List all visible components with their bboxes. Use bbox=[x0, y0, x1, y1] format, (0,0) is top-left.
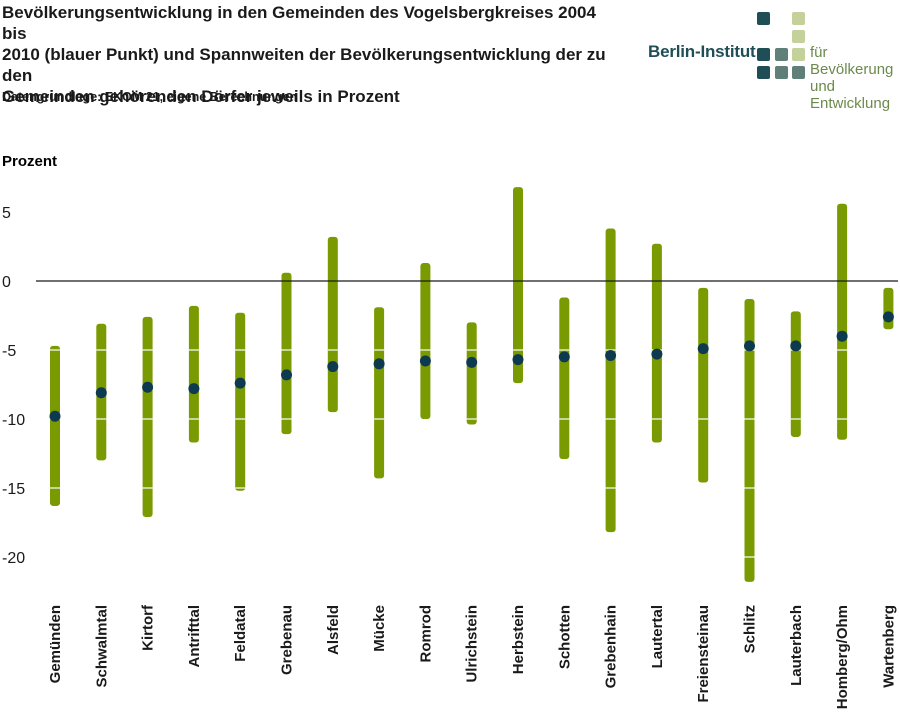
range-bar bbox=[605, 228, 616, 533]
y-tick-label: -10 bbox=[2, 412, 25, 429]
data-point bbox=[836, 330, 848, 342]
category-label: Antrifttal bbox=[186, 605, 203, 668]
range-bar bbox=[50, 345, 60, 506]
data-point bbox=[49, 410, 61, 422]
logo-subtitle-line-2: und Entwicklung bbox=[810, 78, 891, 112]
data-point bbox=[327, 361, 339, 373]
logo-square bbox=[757, 48, 770, 61]
data-point bbox=[188, 383, 200, 395]
data-point bbox=[605, 350, 617, 362]
range-bar bbox=[420, 263, 431, 419]
data-point bbox=[234, 377, 246, 389]
range-bar bbox=[513, 187, 523, 384]
range-bar bbox=[698, 287, 709, 483]
logo-square bbox=[792, 30, 805, 43]
data-point bbox=[882, 311, 894, 323]
data-point bbox=[651, 348, 663, 360]
logo-square bbox=[792, 12, 805, 25]
logo-square bbox=[757, 12, 770, 25]
data-point bbox=[419, 355, 431, 367]
y-axis: 5 0 -5 -10 -15 -20 bbox=[2, 205, 25, 567]
data-point bbox=[466, 356, 478, 368]
range-bar bbox=[466, 322, 477, 425]
y-tick-label: 0 bbox=[2, 274, 11, 291]
logo-square bbox=[775, 66, 788, 79]
y-tick-label: -5 bbox=[2, 343, 16, 360]
range-bar bbox=[744, 298, 755, 582]
data-point bbox=[744, 340, 755, 352]
data-point bbox=[281, 369, 292, 381]
range-bar bbox=[327, 236, 338, 413]
logo-square bbox=[792, 48, 805, 61]
category-label: Grebenau bbox=[279, 605, 296, 675]
range-bar bbox=[374, 307, 385, 479]
berlin-institut-logo: Berlin-Institut für Bevölkerung und Entw… bbox=[648, 8, 900, 112]
data-point bbox=[142, 381, 154, 393]
category-label: Homberg/Ohm bbox=[834, 605, 851, 709]
category-label: Lautertal bbox=[649, 605, 666, 668]
data-point bbox=[512, 354, 524, 366]
category-label: Schwalmtal bbox=[93, 605, 110, 688]
range-bar bbox=[235, 312, 246, 491]
title-line-1: Bevölkerungsentwicklung in den Gemeinden… bbox=[2, 3, 596, 43]
title-line-3: Gemeinden gehörenden Dörfer jeweils in P… bbox=[2, 87, 400, 106]
category-label: Schlitz bbox=[742, 605, 759, 653]
data-point bbox=[95, 387, 107, 399]
category-label: Grebenhain bbox=[603, 605, 620, 688]
category-label: Romrod bbox=[417, 605, 434, 663]
logo-subtitle-line-1: für Bevölkerung bbox=[810, 44, 894, 78]
x-axis-labels: Gemünden Schwalmtal Kirtorf Antrifttal Felda… bbox=[47, 604, 897, 709]
data-source-note: Datengrundlage: EKOM 21, eigene Berechnu… bbox=[2, 90, 298, 104]
range-bar bbox=[790, 311, 801, 437]
category-label: Kirtorf bbox=[140, 604, 157, 651]
data-point bbox=[697, 343, 709, 355]
category-label: Wartenberg bbox=[880, 605, 897, 688]
category-label: Gemünden bbox=[47, 605, 64, 683]
data-point bbox=[790, 340, 802, 352]
range-bar bbox=[188, 305, 199, 443]
category-label: Alsfeld bbox=[325, 605, 342, 655]
range-bar bbox=[281, 272, 292, 435]
range-bars bbox=[50, 187, 894, 582]
category-label: Freiensteinau bbox=[695, 605, 712, 703]
logo-name: Berlin-Institut bbox=[648, 42, 756, 61]
logo-square bbox=[775, 48, 788, 61]
y-tick-label: -15 bbox=[2, 481, 25, 498]
y-tick-label: 5 bbox=[2, 205, 11, 222]
data-point bbox=[558, 351, 570, 363]
range-bar bbox=[837, 203, 848, 440]
category-label: Herbstein bbox=[510, 605, 527, 674]
points bbox=[49, 311, 894, 422]
category-label: Lauterbach bbox=[788, 605, 805, 686]
logo-square bbox=[757, 66, 770, 79]
category-label: Ulrichstein bbox=[464, 605, 481, 683]
y-axis-title: Prozent bbox=[2, 153, 57, 170]
title-line-2: 2010 (blauer Punkt) und Spannweiten der … bbox=[2, 45, 606, 85]
logo-square bbox=[792, 66, 805, 79]
y-tick-label: -20 bbox=[2, 550, 25, 567]
category-label: Feldatal bbox=[232, 605, 249, 662]
chart-title: Bevölkerungsentwicklung in den Gemeinden… bbox=[2, 2, 622, 107]
range-bar bbox=[651, 243, 662, 443]
category-label: Mücke bbox=[371, 605, 388, 652]
range-dot-chart: Prozent 5 0 -5 -10 -15 -20 Gemünden Schwalmtal… bbox=[2, 153, 898, 709]
range-bar bbox=[559, 297, 570, 460]
category-label: Schotten bbox=[556, 605, 573, 669]
data-point bbox=[373, 358, 385, 370]
range-bar bbox=[142, 316, 153, 517]
logo-subtitle: für Bevölkerung und Entwicklung bbox=[810, 44, 900, 112]
range-bar bbox=[883, 287, 894, 330]
